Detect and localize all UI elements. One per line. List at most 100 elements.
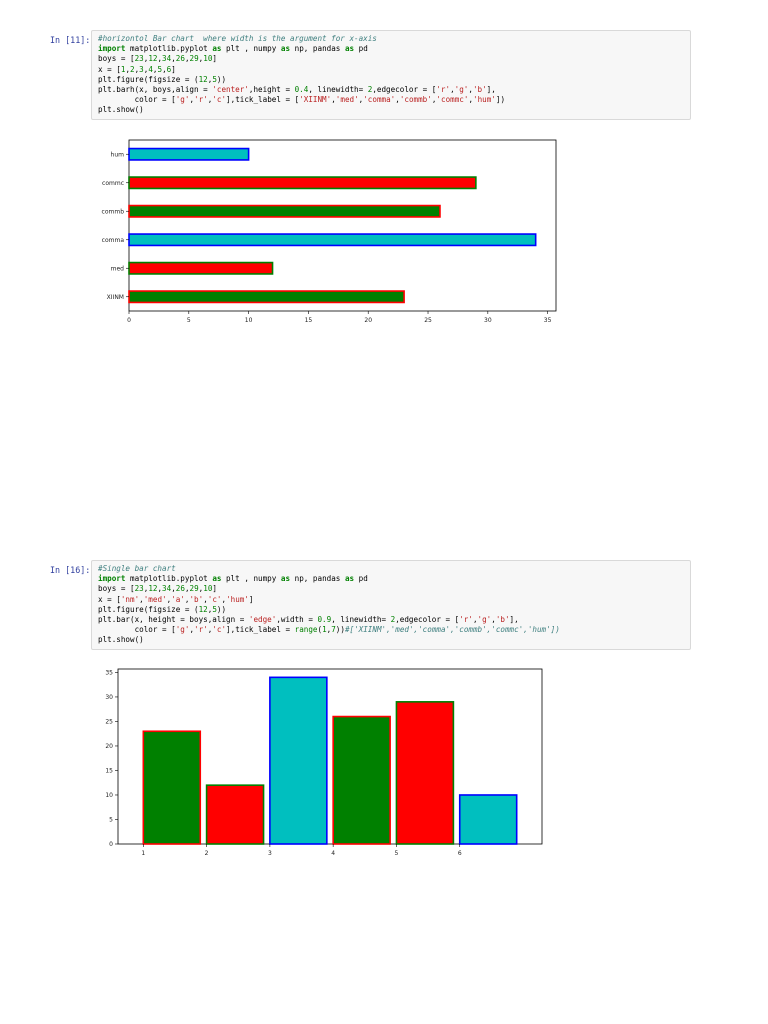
code-token: 0.4 bbox=[294, 85, 309, 95]
code-token: plt.show() bbox=[98, 635, 144, 645]
bar bbox=[458, 794, 518, 845]
code-token: 'XIINM' bbox=[299, 95, 332, 105]
bar bbox=[128, 204, 441, 218]
code-token: , bbox=[189, 95, 195, 105]
bar bbox=[128, 290, 405, 304]
code-token: 10 bbox=[203, 584, 213, 594]
y-tick-label: commc bbox=[102, 180, 124, 187]
code-token: , bbox=[143, 584, 149, 594]
code-token: plt.figure(figsize = ( bbox=[98, 74, 199, 84]
x-tick-label: 15 bbox=[305, 317, 313, 324]
code-token: , bbox=[184, 54, 190, 64]
code-token: )) bbox=[335, 625, 345, 635]
code-token: , bbox=[431, 95, 437, 105]
code-token: )) bbox=[216, 604, 227, 614]
code-line: plt.show() bbox=[98, 635, 684, 645]
code-token: ], bbox=[486, 85, 496, 95]
code-token: 2 bbox=[390, 615, 396, 625]
code-token: , bbox=[184, 594, 190, 604]
code-token: #horizontol Bar chart where width is the… bbox=[98, 34, 377, 43]
x-tick-label: 6 bbox=[458, 850, 462, 857]
code-token: , bbox=[472, 615, 478, 625]
code-token: 29 bbox=[189, 54, 199, 64]
x-tick-label: 1 bbox=[141, 850, 145, 857]
code-token: ( bbox=[317, 625, 323, 635]
code-token: 34 bbox=[162, 54, 172, 64]
y-tick-label: 25 bbox=[105, 719, 113, 726]
code-token: 2 bbox=[367, 85, 373, 95]
code-token: 5 bbox=[212, 74, 217, 84]
code-token: 0.9 bbox=[317, 615, 332, 625]
x-tick-label: 35 bbox=[544, 317, 552, 324]
code-token: 7 bbox=[331, 625, 336, 635]
code-token: , bbox=[171, 54, 176, 64]
code-token: 26 bbox=[175, 54, 185, 64]
x-tick-label: 0 bbox=[127, 317, 131, 324]
code-token: 'nm' bbox=[120, 594, 140, 604]
code-token: as bbox=[280, 44, 291, 54]
code-token: , bbox=[207, 95, 213, 105]
code-token: , bbox=[207, 625, 213, 635]
code-line: #horizontol Bar chart where width is the… bbox=[98, 34, 684, 44]
y-tick-label: 20 bbox=[105, 743, 113, 750]
code-token: , bbox=[152, 64, 158, 74]
code-token: 4 bbox=[148, 64, 153, 74]
code-token: , bbox=[207, 74, 213, 84]
code-token: import bbox=[98, 574, 126, 584]
code-token: 29 bbox=[189, 584, 199, 594]
code-token: , bbox=[468, 95, 474, 105]
code-token: , bbox=[143, 54, 149, 64]
code-token: ,width = bbox=[276, 615, 318, 625]
code-token: ] bbox=[212, 54, 217, 64]
code-line: plt.barh(x, boys,align = 'center',height… bbox=[98, 85, 684, 95]
y-tick-label: commb bbox=[102, 208, 125, 215]
code-line: #Single bar chart bbox=[98, 564, 684, 574]
code-editor[interactable]: #Single bar chart import matplotlib.pyplo… bbox=[91, 560, 691, 650]
x-tick-label: 3 bbox=[268, 850, 272, 857]
code-token: import bbox=[98, 44, 126, 54]
code-token: , bbox=[450, 85, 455, 95]
code-token: matplotlib.pyplot bbox=[125, 574, 213, 584]
code-token: 'g' bbox=[175, 625, 190, 635]
code-line: import matplotlib.pyplot as plt , numpy … bbox=[98, 574, 684, 584]
code-line: boys = [23,12,34,26,29,10] bbox=[98, 584, 684, 594]
code-token: 6 bbox=[166, 64, 172, 74]
code-token: , bbox=[143, 64, 149, 74]
bar bbox=[128, 147, 250, 161]
y-tick-label: 0 bbox=[109, 841, 113, 848]
code-token: 'r' bbox=[194, 95, 208, 105]
code-token: 'g' bbox=[175, 95, 190, 105]
code-token: np, pandas bbox=[290, 574, 345, 584]
code-token: plt.bar(x, height = boys,align = bbox=[98, 615, 249, 625]
code-token: , bbox=[125, 64, 131, 74]
code-token: 'c' bbox=[212, 625, 227, 635]
code-token: as bbox=[280, 574, 291, 584]
y-tick-label: comma bbox=[102, 237, 125, 244]
code-token: 'commc' bbox=[436, 95, 469, 105]
code-token: 23 bbox=[134, 54, 144, 64]
code-token: 'a' bbox=[171, 594, 185, 604]
code-token: as bbox=[212, 44, 222, 54]
y-tick-label: 35 bbox=[105, 670, 113, 677]
code-token: , bbox=[189, 625, 195, 635]
code-token: as bbox=[212, 574, 222, 584]
y-tick-label: med bbox=[111, 265, 125, 272]
bar bbox=[269, 676, 328, 845]
code-token: 'hum' bbox=[226, 594, 249, 604]
code-token: as bbox=[344, 44, 355, 54]
code-line: plt.show() bbox=[98, 105, 684, 115]
code-token: matplotlib.pyplot bbox=[125, 44, 213, 54]
y-tick-label: 15 bbox=[105, 768, 113, 775]
code-token: 2 bbox=[130, 64, 135, 74]
code-editor[interactable]: #horizontol Bar chart where width is the… bbox=[91, 30, 691, 120]
code-token: 'med' bbox=[143, 594, 167, 604]
code-token: ], bbox=[509, 615, 519, 625]
code-token: plt.figure(figsize = ( bbox=[98, 604, 199, 614]
code-token: ,edgecolor = [ bbox=[395, 615, 460, 625]
code-token: 12 bbox=[148, 54, 158, 64]
code-token: , bbox=[184, 584, 190, 594]
code-token: ,edgecolor = [ bbox=[372, 85, 437, 95]
code-token: , bbox=[162, 64, 167, 74]
code-token: , bbox=[157, 54, 163, 64]
code-token: boys = [ bbox=[98, 584, 135, 594]
